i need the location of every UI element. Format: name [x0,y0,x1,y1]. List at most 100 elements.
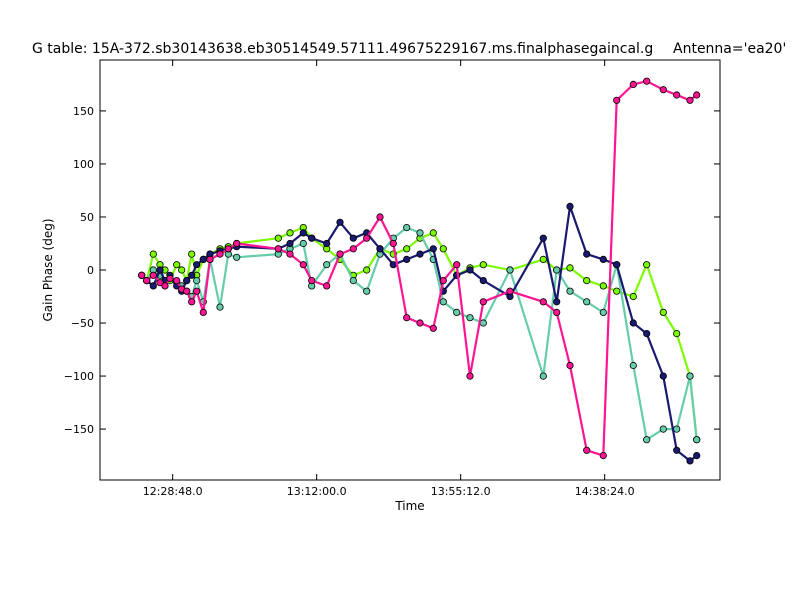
y-tick-label: −100 [64,370,94,383]
data-point [629,292,637,301]
data-point [403,245,411,253]
data-point [416,250,424,258]
data-point [183,287,191,295]
data-point [599,451,607,460]
data-point [323,282,331,290]
chart-title-antenna: Antenna='ea20' [673,41,786,57]
data-point [566,361,574,370]
data-point [673,91,681,99]
data-point [583,276,591,285]
data-point [466,314,474,322]
data-point [188,298,196,306]
data-point [156,279,164,287]
data-point [686,96,694,104]
data-point [643,329,651,338]
data-point [336,218,344,226]
data-point [193,261,201,269]
data-point [274,234,282,242]
data-point [156,266,164,274]
data-point [299,229,307,237]
data-point [363,287,371,295]
data-point [629,319,637,327]
series-3 [138,77,701,460]
data-point [613,96,621,104]
data-point [376,245,384,253]
data-point [659,86,667,94]
data-point [193,287,201,295]
data-point [439,245,447,253]
data-point [349,276,357,285]
data-point [323,239,331,248]
data-point [479,298,487,306]
data-point [439,276,447,285]
x-tick-label: 13:55:12.0 [431,485,491,498]
data-point [643,77,651,85]
data-point [659,308,667,316]
series-line [140,226,698,440]
data-point [403,314,411,322]
data-point [539,234,547,242]
y-tick-label: 0 [87,264,94,277]
data-point [199,308,207,316]
data-point [206,255,214,263]
data-point [539,372,547,380]
data-point [188,250,196,258]
data-point [599,255,607,263]
data-point [216,303,224,311]
data-point [566,264,574,272]
data-point [429,229,437,237]
data-point [693,436,701,444]
plot-area [99,59,721,481]
data-point [643,436,651,444]
data-point [539,255,547,263]
data-point [199,255,207,263]
data-point [193,276,201,285]
data-point [178,266,186,274]
data-point [389,261,397,269]
data-point [336,250,344,258]
data-point [138,271,146,279]
data-point [274,245,282,253]
x-tick-label: 13:12:00.0 [287,485,347,498]
data-point [286,250,294,258]
x-axis-label: Time [394,499,424,513]
data-point [376,213,384,221]
data-point [149,250,157,258]
data-point [686,372,694,380]
data-point [233,253,241,261]
data-point [686,457,694,465]
data-point [299,239,307,248]
chart-title: G table: 15A-372.sb30143638.eb30514549.5… [32,41,653,57]
data-point [286,239,294,248]
data-point [363,266,371,274]
data-point [583,298,591,306]
data-point [233,239,241,248]
data-point [323,261,331,269]
data-point [673,446,681,454]
data-point [389,239,397,248]
data-point [299,261,307,269]
y-axis-label: Gain Phase (deg) [41,218,55,321]
data-point [416,319,424,327]
data-point [173,276,181,285]
data-point [693,451,701,460]
data-point [149,271,157,279]
data-point [439,298,447,306]
data-point [173,261,181,269]
data-point [453,261,461,269]
data-point [479,276,487,285]
data-point [166,274,174,283]
y-tick-label: −50 [71,317,94,330]
data-point [183,276,191,285]
data-point [479,319,487,327]
data-point [673,329,681,338]
data-point [659,372,667,380]
y-tick-label: −150 [64,423,94,436]
data-point [363,234,371,242]
data-point [553,266,561,274]
x-tick-label: 14:38:24.0 [575,485,635,498]
data-point [224,245,232,253]
data-point [643,261,651,269]
data-point [416,229,424,237]
